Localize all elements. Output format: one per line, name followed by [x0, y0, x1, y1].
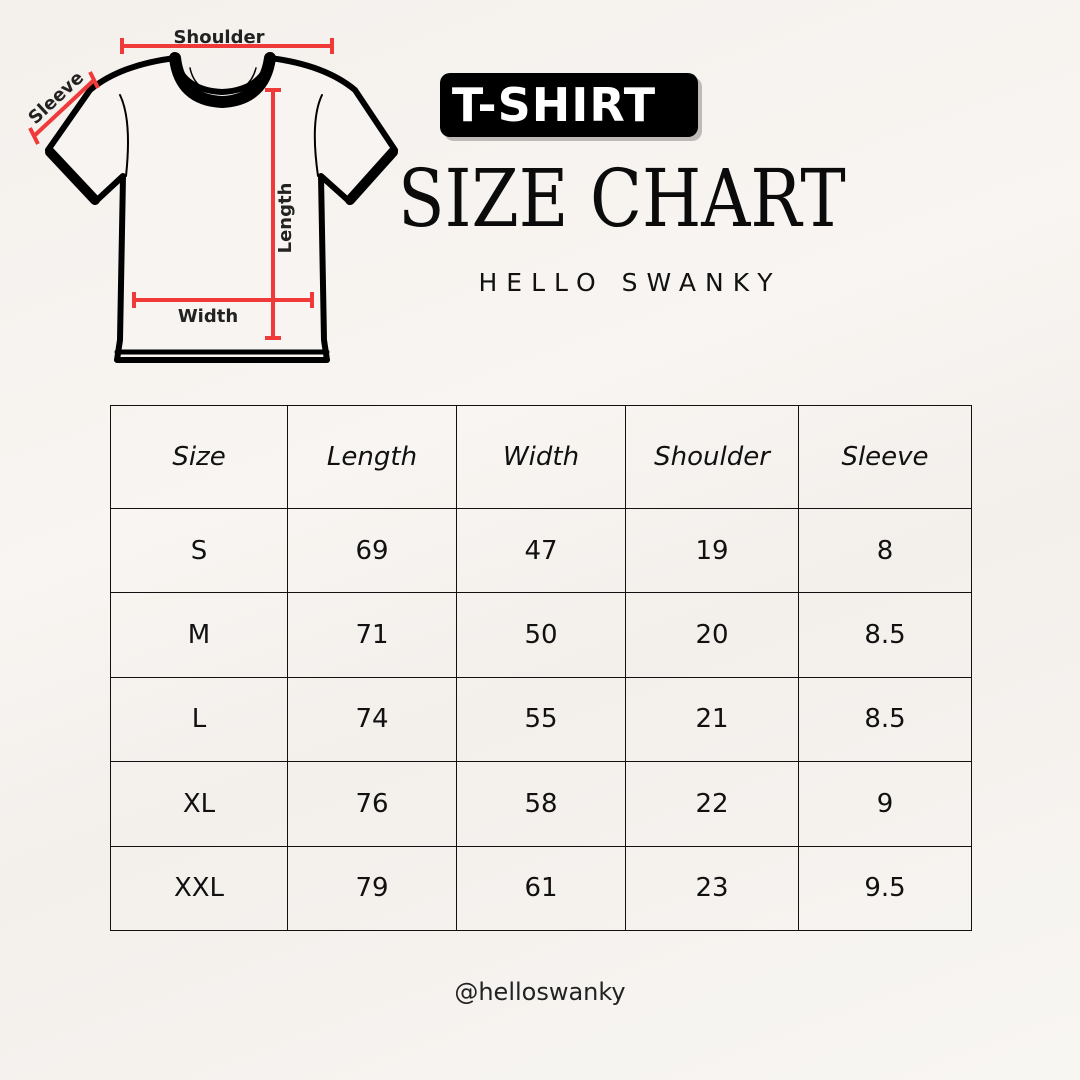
- table-cell: 9: [798, 761, 972, 847]
- column-header: Shoulder: [625, 405, 799, 509]
- social-handle: @helloswanky: [454, 978, 626, 1006]
- table-header-row: Size Length Width Shoulder Sleeve: [110, 405, 972, 509]
- table-cell: S: [110, 507, 288, 594]
- table-cell: M: [110, 592, 288, 678]
- table-cell: 19: [625, 507, 799, 594]
- table-cell: 9.5: [798, 845, 972, 932]
- table-cell: 55: [456, 676, 626, 763]
- table-cell: 58: [456, 761, 626, 847]
- table-cell: XL: [110, 761, 288, 847]
- table-cell: 69: [287, 507, 457, 594]
- shoulder-label: Shoulder: [173, 27, 264, 48]
- column-header: Sleeve: [798, 405, 972, 509]
- table-cell: 22: [625, 761, 799, 847]
- brand-name: HELLO SWANKY: [478, 268, 782, 297]
- table-row: S 69 47 19 8: [110, 507, 972, 594]
- table-cell: 74: [287, 676, 457, 763]
- table-cell: 79: [287, 845, 457, 932]
- table-row: XXL 79 61 23 9.5: [110, 845, 972, 932]
- table-cell: 21: [625, 676, 799, 763]
- table-cell: 71: [287, 592, 457, 678]
- tshirt-diagram: Shoulder Sleeve Length Width: [24, 27, 398, 363]
- size-table: Size Length Width Shoulder Sleeve S 69 47 1…: [110, 405, 972, 932]
- table-cell: 8.5: [798, 592, 972, 678]
- table-row: M 71 50 20 8.5: [110, 592, 972, 678]
- table-cell: 8: [798, 507, 972, 594]
- column-header: Length: [287, 405, 457, 509]
- table-cell: L: [110, 676, 288, 763]
- table-cell: 61: [456, 845, 626, 932]
- width-label: Width: [178, 306, 238, 327]
- tshirt-badge: T-SHIRT: [440, 73, 698, 137]
- table-cell: 20: [625, 592, 799, 678]
- table-cell: XXL: [110, 845, 288, 932]
- table-cell: 23: [625, 845, 799, 932]
- page-title: SIZE CHART: [398, 152, 846, 245]
- table-row: XL 76 58 22 9: [110, 761, 972, 847]
- table-cell: 47: [456, 507, 626, 594]
- table-cell: 50: [456, 592, 626, 678]
- column-header: Size: [110, 405, 288, 509]
- table-cell: 76: [287, 761, 457, 847]
- table-row: L 74 55 21 8.5: [110, 676, 972, 763]
- table-cell: 8.5: [798, 676, 972, 763]
- length-label: Length: [275, 183, 296, 254]
- column-header: Width: [456, 405, 626, 509]
